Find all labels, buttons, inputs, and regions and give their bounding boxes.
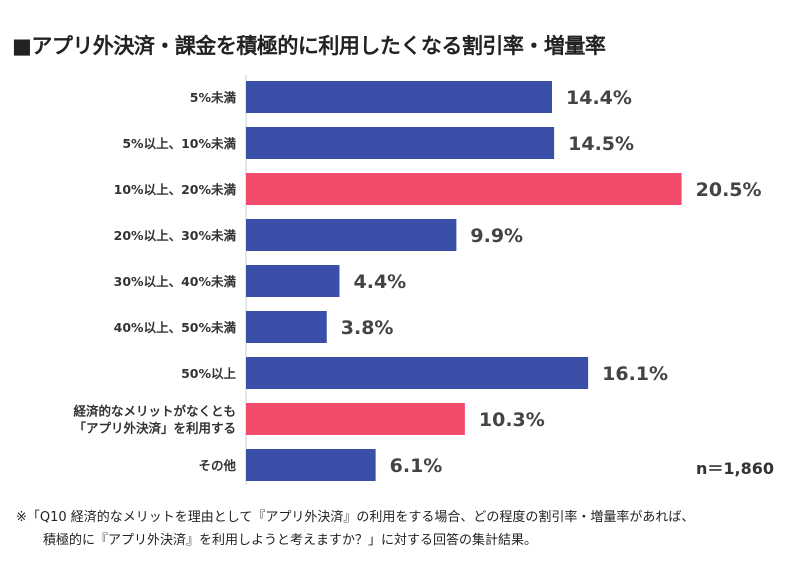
category-label: 「アプリ外決済」を利用する [73, 421, 236, 436]
category-label: 10%以上、20%未満 [114, 182, 237, 197]
footnote-line-2: 積極的に『アプリ外決済』を利用しようと考えますか？」に対する回答の集計結果。 [43, 533, 538, 548]
category-label: 30%以上、40%未満 [114, 274, 237, 289]
category-label: 50%以上 [181, 366, 236, 381]
category-label: 40%以上、50%未満 [114, 320, 237, 335]
chart-title: ■アプリ外決済・課金を積極的に利用したくなる割引率・増量率 [12, 34, 606, 58]
bar [246, 173, 682, 205]
data-label: 6.1% [390, 455, 443, 477]
bar [246, 449, 376, 481]
data-label: 14.5% [568, 133, 634, 155]
bar [246, 403, 465, 435]
category-label: 20%以上、30%未満 [114, 228, 237, 243]
category-label: その他 [198, 458, 236, 473]
data-label: 14.4% [566, 87, 632, 109]
data-label: 4.4% [354, 271, 407, 293]
category-label: 5%未満 [190, 90, 237, 105]
sample-size: n＝1,860 [695, 459, 774, 478]
data-label: 3.8% [341, 317, 394, 339]
bar [246, 81, 552, 113]
data-label: 16.1% [602, 363, 668, 385]
category-label: 5%以上、10%未満 [122, 136, 236, 151]
bar [246, 357, 589, 389]
data-label: 10.3% [479, 409, 545, 431]
category-label: 経済的なメリットがなくとも [73, 404, 236, 419]
bar [246, 311, 327, 343]
bar [246, 265, 340, 297]
bar [246, 219, 457, 251]
data-label: 9.9% [470, 225, 523, 247]
bar [246, 127, 555, 159]
data-label: 20.5% [696, 179, 762, 201]
footnote: ※「Q10 経済的なメリットを理由として『アプリ外決済』の利用をする場合、どの程… [16, 506, 694, 552]
footnote-line-1: ※「Q10 経済的なメリットを理由として『アプリ外決済』の利用をする場合、どの程… [16, 510, 695, 525]
